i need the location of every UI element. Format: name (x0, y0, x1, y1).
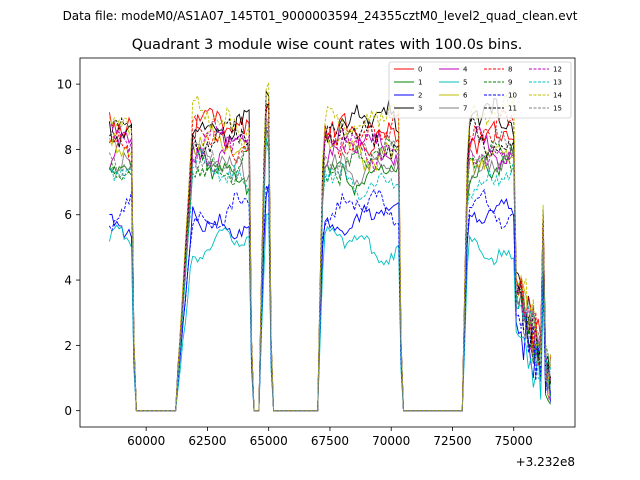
series-line-10 (109, 184, 551, 412)
y-tick-label: 2 (64, 339, 72, 353)
legend-label-13: 13 (553, 79, 562, 87)
legend-label-3: 3 (418, 105, 422, 113)
y-tick-label: 8 (64, 143, 72, 157)
x-axis-offset-label: +3.232e8 (516, 455, 575, 469)
series-line-15 (108, 117, 551, 412)
legend-label-1: 1 (418, 79, 422, 87)
legend-label-6: 6 (463, 92, 468, 100)
legend-label-14: 14 (553, 92, 562, 100)
y-tick-label: 10 (57, 78, 72, 92)
x-tick-label: 75000 (495, 434, 533, 448)
series-line-5 (108, 212, 551, 412)
legend-label-2: 2 (418, 92, 422, 100)
legend-label-15: 15 (553, 105, 562, 113)
series-layer (108, 82, 551, 412)
y-tick-label: 0 (64, 404, 72, 418)
x-tick-label: 60000 (127, 434, 165, 448)
plot-frame (79, 57, 576, 428)
legend-label-8: 8 (508, 66, 512, 74)
legend-label-5: 5 (463, 79, 467, 87)
x-tick-label: 67500 (311, 434, 349, 448)
x-tick-label: 72500 (433, 434, 471, 448)
legend-label-12: 12 (553, 66, 562, 74)
y-axis: 0 2 4 6 8 10 (57, 78, 80, 418)
legend-label-9: 9 (508, 79, 512, 87)
x-tick-label: 70000 (372, 434, 410, 448)
chart-title: Quadrant 3 module wise count rates with … (132, 37, 523, 53)
legend-frame (388, 61, 572, 119)
series-line-11 (109, 102, 551, 412)
legend-label-4: 4 (463, 66, 468, 74)
legend-label-7: 7 (463, 105, 467, 113)
series-line-1 (109, 138, 551, 412)
series-line-6 (108, 120, 551, 412)
figure-suptitle: Data file: modeM0/AS1A07_145T01_90000035… (63, 9, 578, 23)
x-axis: 60000 62500 65000 67500 70000 72500 75000 (127, 427, 533, 448)
legend-label-11: 11 (508, 105, 517, 113)
x-tick-label: 62500 (188, 434, 226, 448)
y-tick-label: 6 (64, 208, 72, 222)
legend-label-0: 0 (418, 66, 422, 74)
y-tick-label: 4 (64, 274, 72, 288)
series-line-14 (108, 82, 551, 412)
series-line-2 (109, 184, 551, 412)
series-line-13 (109, 138, 551, 412)
x-tick-label: 65000 (250, 434, 288, 448)
legend-label-10: 10 (508, 92, 517, 100)
